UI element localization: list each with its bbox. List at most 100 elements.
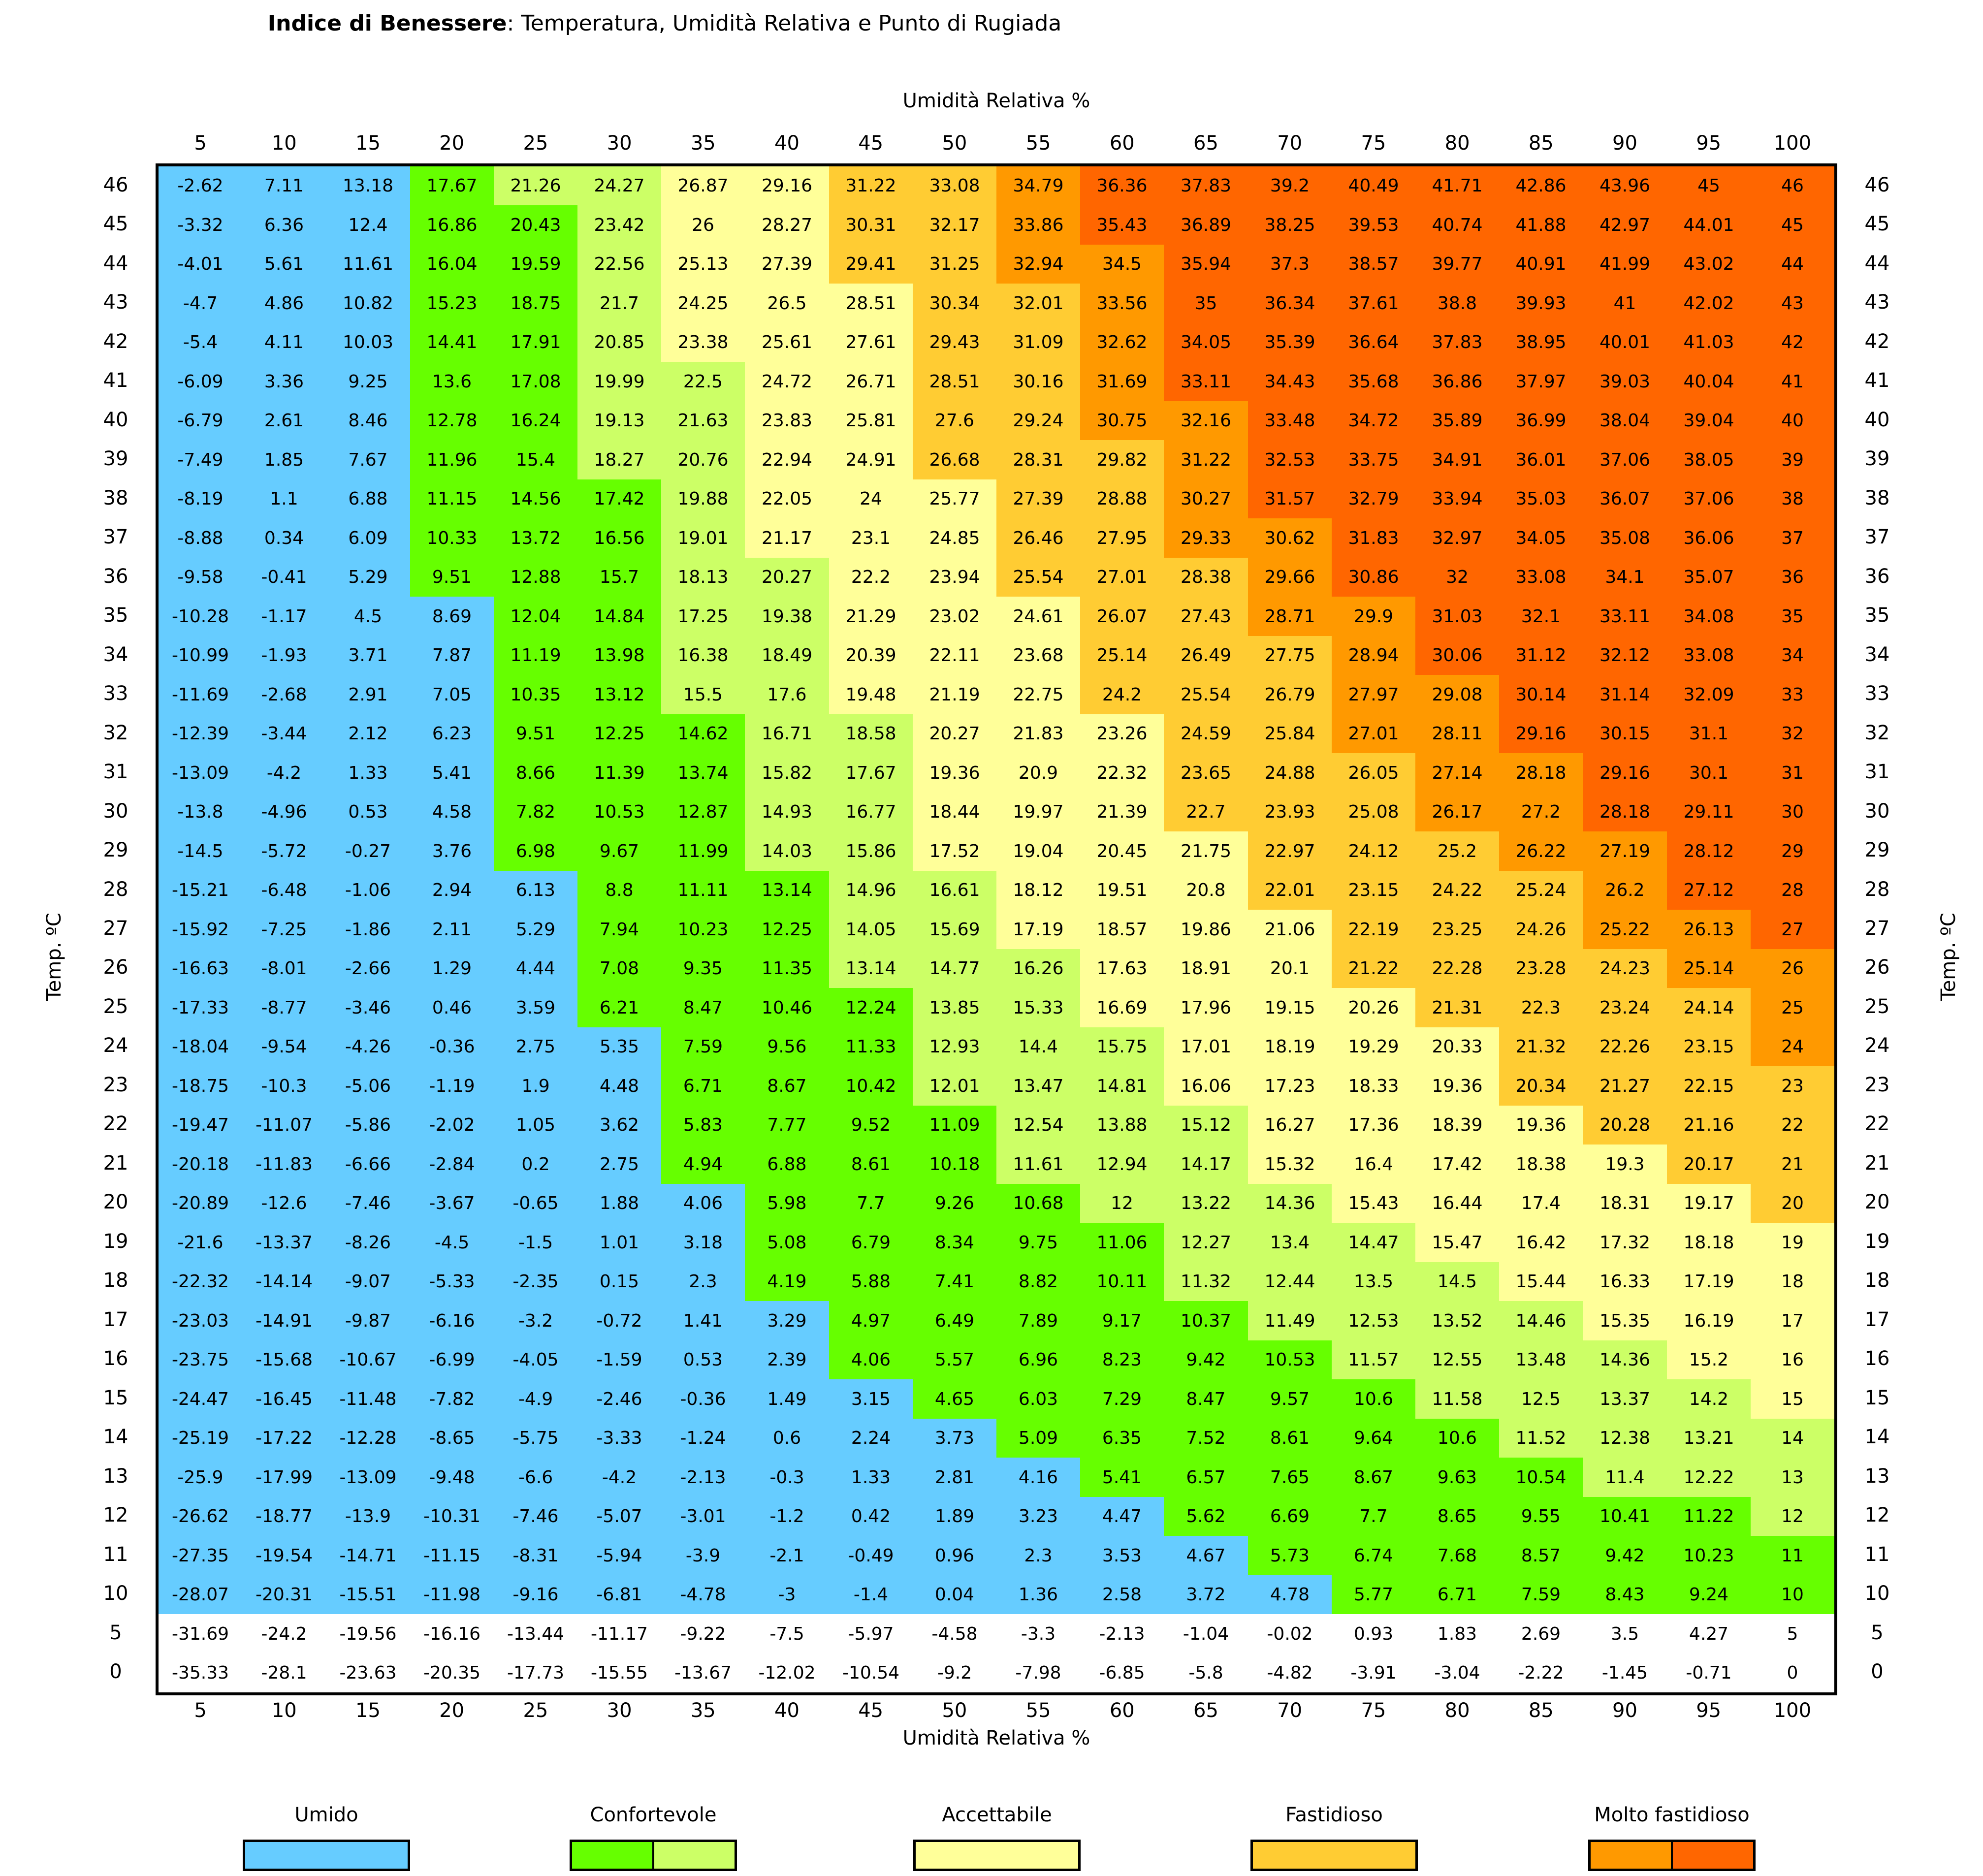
heatmap-cell: -8.65	[410, 1419, 494, 1458]
heatmap-cell: 42.86	[1499, 166, 1583, 205]
heatmap-cell: 32.1	[1499, 597, 1583, 636]
heatmap-cell: 0.04	[913, 1575, 996, 1614]
heatmap-cell: 21	[1751, 1145, 1834, 1184]
heatmap-cell: 17.36	[1332, 1106, 1415, 1145]
heatmap-cell: 9.26	[913, 1184, 996, 1223]
heatmap-cell: 20.45	[1080, 831, 1164, 871]
heatmap-cell: 21.19	[913, 675, 996, 714]
heatmap-cell: 10.46	[745, 988, 829, 1027]
legend-swatch	[243, 1840, 410, 1871]
tick-label: 44	[1864, 252, 1890, 275]
heatmap-cell: 26.5	[745, 284, 829, 323]
heatmap-cell: 15.75	[1080, 1027, 1164, 1066]
heatmap-cell: 0.96	[913, 1536, 996, 1575]
heatmap-cell: 10.18	[913, 1145, 996, 1184]
heatmap-cell: 18.58	[829, 714, 913, 753]
heatmap-cell: 1.29	[410, 949, 494, 988]
heatmap-cell: 14.96	[829, 871, 913, 910]
heatmap-cell: -18.75	[159, 1066, 242, 1106]
heatmap-cell: 10.35	[494, 675, 577, 714]
heatmap-cell: -8.77	[242, 988, 326, 1027]
heatmap-cell: 17.01	[1164, 1027, 1248, 1066]
tick-label: 33	[1864, 682, 1890, 705]
heatmap-cell: -0.27	[326, 831, 410, 871]
tick-label: 19	[103, 1230, 128, 1253]
heatmap-cell: 26.46	[996, 518, 1080, 558]
heatmap-cell: 23.28	[1499, 949, 1583, 988]
heatmap-cell: 1.49	[745, 1379, 829, 1419]
heatmap-cell: 10.53	[577, 793, 661, 831]
heatmap-cell: 18.57	[1080, 910, 1164, 949]
heatmap-cell: 6.88	[745, 1145, 829, 1184]
tick-label: 45	[103, 213, 128, 236]
heatmap-cell: 13.4	[1248, 1223, 1332, 1262]
heatmap-cell: 19.36	[1415, 1066, 1499, 1106]
tick-label: 20	[1864, 1191, 1890, 1214]
heatmap-cell: 11.19	[494, 636, 577, 675]
heatmap-cell: 6.36	[242, 205, 326, 245]
heatmap-cell: 4.86	[242, 284, 326, 323]
y-axis-title-left: Temp. ºC	[43, 913, 65, 1001]
heatmap-cell: 13.14	[745, 871, 829, 910]
heatmap-cell: 16.26	[996, 949, 1080, 988]
heatmap-cell: -18.04	[159, 1027, 242, 1066]
heatmap-cell: -16.16	[423, 1623, 481, 1644]
heatmap-cell: 40.04	[1667, 362, 1751, 401]
tick-label: 60	[1109, 132, 1135, 155]
heatmap-cell: 15.23	[410, 284, 494, 323]
heatmap-cell: 15.43	[1332, 1184, 1415, 1223]
heatmap-cell: 30.06	[1415, 636, 1499, 675]
tick-label: 27	[1864, 917, 1890, 940]
heatmap-cell: 1.33	[326, 753, 410, 793]
heatmap-cell: 11.11	[661, 871, 745, 910]
heatmap-cell: 25.77	[913, 479, 996, 518]
heatmap-cell: 9.52	[829, 1106, 913, 1145]
tick-label: 19	[1864, 1230, 1890, 1253]
heatmap-cell: 3.18	[661, 1223, 745, 1262]
heatmap-cell: 43	[1751, 284, 1834, 323]
heatmap-cell: 30.31	[829, 205, 913, 245]
heatmap-cell: -1.4	[829, 1575, 913, 1614]
heatmap-cell: 26.49	[1164, 636, 1248, 675]
heatmap-cell: 7.82	[494, 793, 577, 831]
heatmap-cell: 4.27	[1689, 1623, 1729, 1644]
heatmap-cell: 15.12	[1164, 1106, 1248, 1145]
tick-label: 55	[1025, 1699, 1051, 1722]
legend-swatch-color	[916, 1842, 1078, 1869]
heatmap-cell: 24.88	[1248, 753, 1332, 793]
tick-label: 55	[1025, 132, 1051, 155]
tick-label: 20	[439, 132, 465, 155]
tick-label: 29	[1864, 839, 1890, 862]
y-axis-title-right: Temp. ºC	[1937, 913, 1960, 1001]
heatmap-cell: 26.13	[1667, 910, 1751, 949]
tick-label: 50	[942, 1699, 967, 1722]
tick-label: 29	[103, 839, 128, 862]
heatmap-cell: 30.75	[1080, 401, 1164, 440]
tick-label: 90	[1612, 1699, 1637, 1722]
heatmap-cell: 23.15	[1332, 871, 1415, 910]
heatmap-cell: 28.88	[1080, 479, 1164, 518]
heatmap-cell: -10.31	[410, 1497, 494, 1536]
heatmap-cell: 29.41	[829, 245, 913, 284]
heatmap-cell: 2.24	[829, 1419, 913, 1458]
heatmap-cell: 13.48	[1499, 1340, 1583, 1379]
heatmap-cell: 22.7	[1164, 793, 1248, 831]
heatmap-cell: 41.99	[1583, 245, 1667, 284]
heatmap-cell: -11.07	[242, 1106, 326, 1145]
heatmap-cell: 19.29	[1332, 1027, 1415, 1066]
heatmap-cell: 17	[1751, 1301, 1834, 1340]
heatmap-cell: 3.73	[913, 1419, 996, 1458]
heatmap-cell: 12	[1751, 1497, 1834, 1536]
heatmap-cell: -19.56	[339, 1623, 397, 1644]
tick-label: 15	[355, 132, 381, 155]
tick-label: 5	[1871, 1621, 1884, 1644]
heatmap-cell: 28.27	[745, 205, 829, 245]
heatmap-cell: 18	[1751, 1262, 1834, 1301]
legend-swatch-color	[1671, 1842, 1753, 1869]
heatmap-cell: -9.54	[242, 1027, 326, 1066]
heatmap-cell: -3	[745, 1575, 829, 1614]
heatmap-cell: 26	[661, 205, 745, 245]
heatmap-cell: 41.71	[1415, 166, 1499, 205]
heatmap-cell: 8.43	[1583, 1575, 1667, 1614]
heatmap-cell: 43.96	[1583, 166, 1667, 205]
